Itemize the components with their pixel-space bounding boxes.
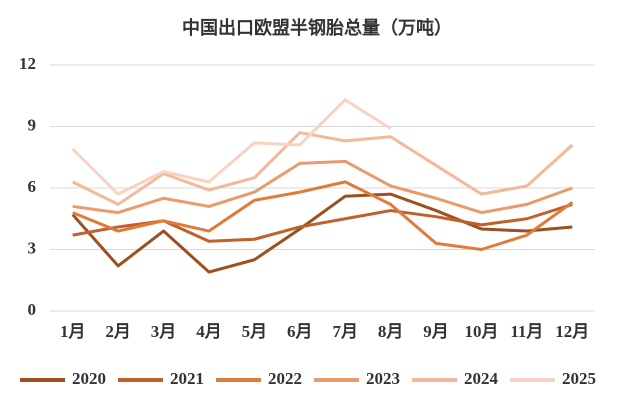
series-line xyxy=(71,192,573,274)
x-tick-label: 6月 xyxy=(287,322,313,341)
y-tick-label: 3 xyxy=(28,238,37,257)
x-tick-label: 1月 xyxy=(60,322,86,341)
legend-label: 2024 xyxy=(464,369,499,388)
legend-label: 2023 xyxy=(366,369,400,388)
series-line xyxy=(72,131,574,206)
x-tick-label: 5月 xyxy=(242,322,268,341)
x-tick-label: 7月 xyxy=(332,322,358,341)
series-line xyxy=(71,98,392,196)
series-line xyxy=(72,159,573,215)
y-tick-label: 0 xyxy=(28,300,37,319)
x-tick-label: 9月 xyxy=(423,322,449,341)
legend-label: 2021 xyxy=(170,369,204,388)
x-tick-label: 12月 xyxy=(555,322,589,341)
x-tick-label: 4月 xyxy=(196,322,222,341)
legend-label: 2020 xyxy=(72,369,106,388)
y-tick-label: 6 xyxy=(28,177,37,196)
x-tick-label: 10月 xyxy=(464,322,498,341)
series-line xyxy=(72,180,574,251)
legend-label: 2022 xyxy=(268,369,302,388)
legend-label: 2025 xyxy=(562,369,596,388)
x-tick-label: 8月 xyxy=(378,322,404,341)
y-tick-label: 12 xyxy=(19,54,36,73)
x-tick-label: 2月 xyxy=(105,322,131,341)
y-tick-label: 9 xyxy=(28,115,37,134)
x-tick-label: 11月 xyxy=(510,322,543,341)
x-tick-label: 3月 xyxy=(151,322,177,341)
chart-title: 中国出口欧盟半钢胎总量（万吨） xyxy=(182,17,452,38)
